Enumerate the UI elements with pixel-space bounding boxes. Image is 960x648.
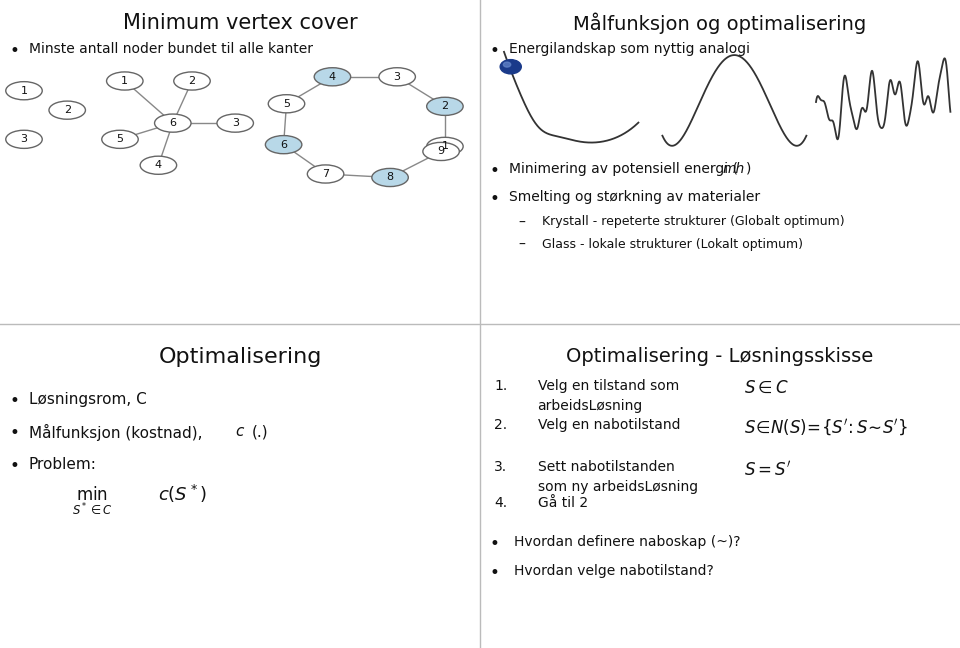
Text: •: • bbox=[490, 564, 499, 582]
Text: 5: 5 bbox=[116, 134, 124, 145]
Ellipse shape bbox=[422, 143, 459, 161]
Ellipse shape bbox=[107, 72, 143, 90]
Text: 2: 2 bbox=[63, 105, 71, 115]
Text: Sett nabotilstanden
som ny arbeidsLøsning: Sett nabotilstanden som ny arbeidsLøsnin… bbox=[538, 460, 698, 494]
Text: $\underset{S^* \in C}{\min}$: $\underset{S^* \in C}{\min}$ bbox=[72, 485, 112, 516]
Text: 9: 9 bbox=[438, 146, 444, 156]
Text: 3.: 3. bbox=[494, 460, 508, 474]
Text: •: • bbox=[490, 535, 499, 553]
Ellipse shape bbox=[6, 130, 42, 148]
Text: $S = S'$: $S = S'$ bbox=[744, 460, 792, 479]
Text: 2: 2 bbox=[442, 101, 448, 111]
Text: 3: 3 bbox=[394, 72, 400, 82]
Text: Gå til 2: Gå til 2 bbox=[538, 496, 588, 510]
Ellipse shape bbox=[268, 95, 304, 113]
Circle shape bbox=[500, 60, 521, 74]
Ellipse shape bbox=[155, 114, 191, 132]
Text: Målfunksjon og optimalisering: Målfunksjon og optimalisering bbox=[573, 13, 867, 34]
Text: Hvordan definere naboskap (~)?: Hvordan definere naboskap (~)? bbox=[514, 535, 740, 549]
Text: •: • bbox=[10, 392, 19, 410]
Text: Velg en nabotilstand: Velg en nabotilstand bbox=[538, 418, 680, 432]
Text: 5: 5 bbox=[283, 98, 290, 109]
Text: Velg en tilstand som
arbeidsLøsning: Velg en tilstand som arbeidsLøsning bbox=[538, 379, 679, 413]
Ellipse shape bbox=[379, 68, 416, 86]
Ellipse shape bbox=[426, 97, 463, 115]
Text: 6: 6 bbox=[169, 118, 177, 128]
Text: Optimalisering: Optimalisering bbox=[158, 347, 322, 367]
Text: •: • bbox=[490, 42, 499, 60]
Text: Minimering av potensiell energi (: Minimering av potensiell energi ( bbox=[509, 162, 738, 176]
Ellipse shape bbox=[102, 130, 138, 148]
Ellipse shape bbox=[6, 82, 42, 100]
Text: Løsningsrom, C: Løsningsrom, C bbox=[29, 392, 147, 407]
Text: (.): (.) bbox=[252, 424, 269, 439]
Text: 4: 4 bbox=[329, 72, 336, 82]
Text: Optimalisering - Løsningsskisse: Optimalisering - Løsningsskisse bbox=[566, 347, 874, 365]
Text: $S \in C$: $S \in C$ bbox=[744, 379, 789, 397]
Ellipse shape bbox=[426, 137, 463, 156]
Ellipse shape bbox=[307, 165, 344, 183]
Ellipse shape bbox=[314, 68, 350, 86]
Ellipse shape bbox=[372, 168, 408, 187]
Text: Minste antall noder bundet til alle kanter: Minste antall noder bundet til alle kant… bbox=[29, 42, 313, 56]
Text: 3: 3 bbox=[231, 118, 239, 128]
Text: 4: 4 bbox=[155, 160, 162, 170]
Text: 2: 2 bbox=[188, 76, 196, 86]
Text: 3: 3 bbox=[20, 134, 28, 145]
Text: 8: 8 bbox=[387, 172, 394, 183]
Text: Glass - lokale strukturer (Lokalt optimum): Glass - lokale strukturer (Lokalt optimu… bbox=[542, 238, 804, 251]
Text: •: • bbox=[490, 162, 499, 180]
Text: ): ) bbox=[747, 162, 752, 176]
Text: Energilandskap som nyttig analogi: Energilandskap som nyttig analogi bbox=[509, 42, 750, 56]
Text: Hvordan velge nabotilstand?: Hvordan velge nabotilstand? bbox=[514, 564, 713, 578]
Text: $c(S^*)$: $c(S^*)$ bbox=[158, 483, 207, 505]
Text: Minimum vertex cover: Minimum vertex cover bbox=[123, 13, 357, 33]
Circle shape bbox=[503, 62, 511, 67]
Text: 1: 1 bbox=[121, 76, 129, 86]
Ellipse shape bbox=[174, 72, 210, 90]
Text: 7: 7 bbox=[322, 169, 329, 179]
Text: Smelting og størkning av materialer: Smelting og størkning av materialer bbox=[509, 189, 760, 203]
Text: –: – bbox=[518, 238, 525, 252]
Text: •: • bbox=[10, 457, 19, 475]
Text: $S\!\in\!N(S)\!=\!\{S'\!:S\!\sim\!S'$}: $S\!\in\!N(S)\!=\!\{S'\!:S\!\sim\!S'$} bbox=[744, 418, 908, 439]
Text: 2.: 2. bbox=[494, 418, 508, 432]
Text: 1.: 1. bbox=[494, 379, 508, 393]
Text: Krystall - repeterte strukturer (Globalt optimum): Krystall - repeterte strukturer (Globalt… bbox=[542, 216, 845, 229]
Text: mh: mh bbox=[722, 162, 745, 176]
Ellipse shape bbox=[265, 135, 301, 154]
Text: –: – bbox=[518, 216, 525, 229]
Text: 4.: 4. bbox=[494, 496, 508, 510]
Text: 1: 1 bbox=[442, 141, 448, 152]
Ellipse shape bbox=[49, 101, 85, 119]
Text: 1: 1 bbox=[20, 86, 28, 96]
Text: •: • bbox=[10, 424, 19, 443]
Ellipse shape bbox=[140, 156, 177, 174]
Text: •: • bbox=[490, 189, 499, 207]
Ellipse shape bbox=[217, 114, 253, 132]
Text: Målfunksjon (kostnad),: Målfunksjon (kostnad), bbox=[29, 424, 207, 441]
Text: Problem:: Problem: bbox=[29, 457, 97, 472]
Text: 6: 6 bbox=[280, 140, 287, 150]
Text: •: • bbox=[10, 42, 19, 60]
Text: c: c bbox=[235, 424, 244, 439]
